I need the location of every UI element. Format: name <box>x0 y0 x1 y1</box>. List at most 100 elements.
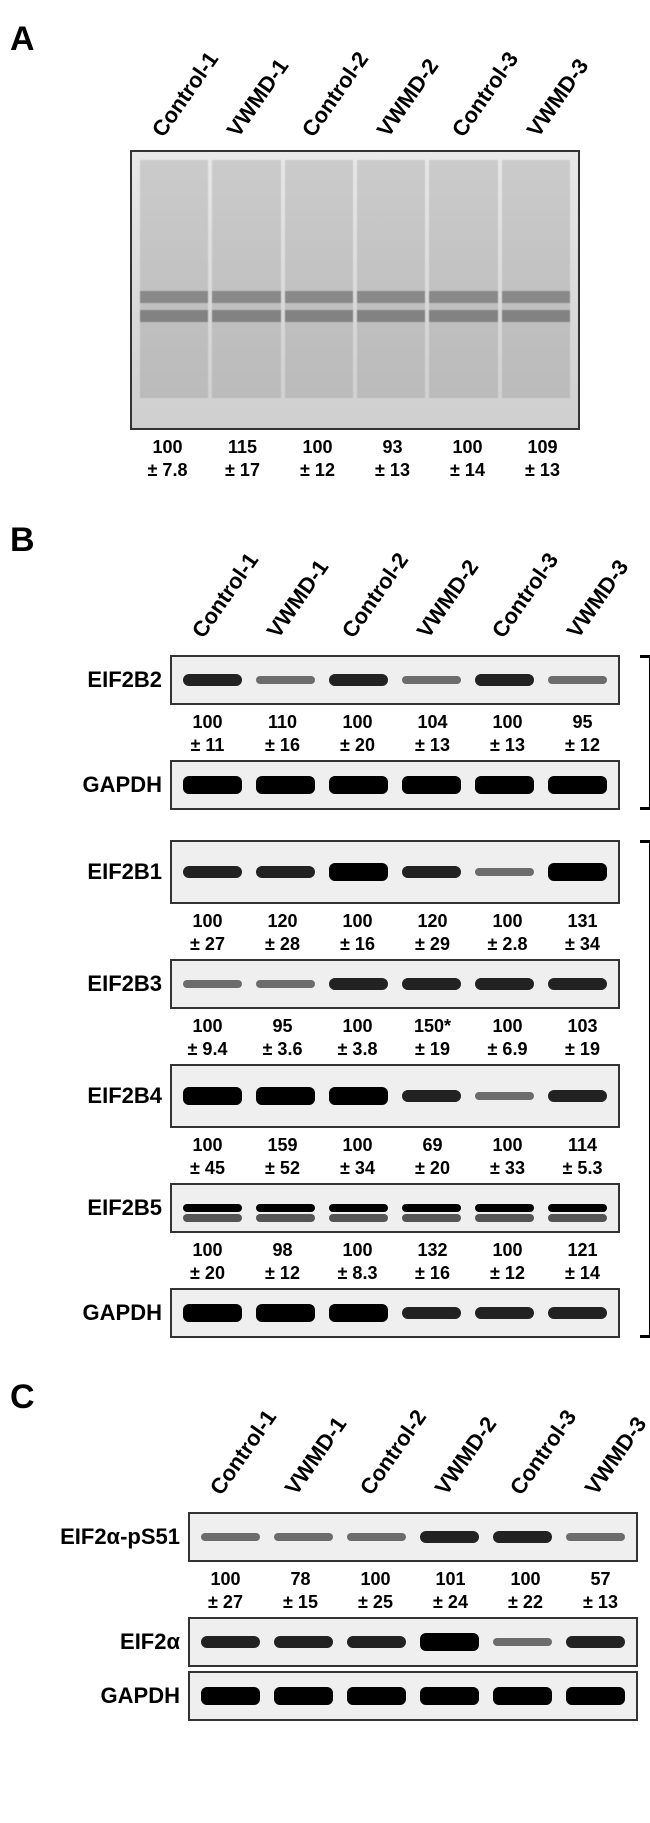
band <box>402 1307 462 1319</box>
value-cell: 100± 8.3 <box>320 1233 395 1284</box>
row-label: EIF2B2 <box>60 667 170 693</box>
value-cell: 100± 16 <box>320 904 395 955</box>
band-lane <box>468 1193 541 1223</box>
band <box>475 674 535 686</box>
band <box>566 1636 626 1648</box>
band <box>329 776 389 794</box>
row-label: EIF2α-pS51 <box>60 1524 188 1550</box>
band-lane <box>194 1681 267 1711</box>
band-lane <box>249 969 322 999</box>
band-lane <box>395 770 468 800</box>
band <box>183 776 243 794</box>
band <box>548 1307 608 1319</box>
value-cell: 100± 12 <box>470 1233 545 1284</box>
value-cell: 100± 2.8 <box>470 904 545 955</box>
band-lane <box>559 1627 632 1657</box>
band <box>183 980 243 988</box>
band <box>493 1638 553 1646</box>
blot-row-eif2b2: EIF2B2 <box>60 655 622 705</box>
band <box>347 1636 407 1648</box>
value-cell: 100± 12 <box>280 430 355 481</box>
value-cell: 120± 29 <box>395 904 470 955</box>
band-lane <box>395 969 468 999</box>
band-lane <box>176 969 249 999</box>
row-label: EIF2B4 <box>60 1083 170 1109</box>
band <box>256 1204 316 1212</box>
value-cell: 103± 19 <box>545 1009 620 1060</box>
band <box>548 863 608 881</box>
gel-lane <box>285 160 353 398</box>
band <box>420 1531 480 1543</box>
band <box>402 866 462 878</box>
value-cell: 100± 13 <box>470 705 545 756</box>
blot-image <box>170 760 620 810</box>
band-lane <box>395 1298 468 1328</box>
value-cell: 95± 12 <box>545 705 620 756</box>
gel-lane <box>429 160 497 398</box>
blot-values: 100± 2098± 12100± 8.3132± 16100± 12121± … <box>170 1233 620 1284</box>
band <box>566 1533 626 1541</box>
blot-values: 100± 27120± 28100± 16120± 29100± 2.8131±… <box>170 904 620 955</box>
band-lane <box>176 850 249 894</box>
band <box>402 676 462 684</box>
bracket-icon <box>640 655 650 810</box>
panel-c: C Control-1 VWMD-1 Control-2 VWMD-2 Cont… <box>10 1378 640 1721</box>
band <box>493 1531 553 1543</box>
value-cell: 100± 34 <box>320 1128 395 1179</box>
band <box>475 776 535 794</box>
band-lane <box>249 1074 322 1118</box>
band <box>201 1636 261 1648</box>
band-lane <box>486 1681 559 1711</box>
band <box>256 776 316 794</box>
panel-b-label: B <box>10 521 35 560</box>
band <box>256 1304 316 1322</box>
band <box>256 866 316 878</box>
band-lane <box>486 1627 559 1657</box>
band-lane <box>413 1627 486 1657</box>
gel-lane <box>212 160 280 398</box>
row-label: GAPDH <box>60 772 170 798</box>
band <box>475 978 535 990</box>
blot-image <box>170 655 620 705</box>
band-lane <box>395 1074 468 1118</box>
value-cell: 100± 9.4 <box>170 1009 245 1060</box>
band-lane <box>468 1298 541 1328</box>
band <box>402 1204 462 1212</box>
value-cell: 121± 14 <box>545 1233 620 1284</box>
band-lane <box>395 1193 468 1223</box>
value-cell: 115± 17 <box>205 430 280 481</box>
band-lane <box>267 1522 340 1552</box>
band-lane <box>249 665 322 695</box>
band-lane <box>395 850 468 894</box>
band <box>475 1204 535 1212</box>
panel-b-lane-headers: Control-1 VWMD-1 Control-2 VWMD-2 Contro… <box>170 521 640 651</box>
value-cell: 100± 25 <box>338 1562 413 1613</box>
band-lane <box>322 1193 395 1223</box>
band <box>256 980 316 988</box>
band-lane <box>541 1298 614 1328</box>
band <box>329 1304 389 1322</box>
band <box>420 1633 480 1651</box>
value-cell: 100± 45 <box>170 1128 245 1179</box>
band-lane <box>559 1681 632 1711</box>
row-label: EIF2B1 <box>60 859 170 885</box>
band <box>402 776 462 794</box>
band <box>347 1687 407 1705</box>
band-lane <box>468 850 541 894</box>
blot-row-gapdh: GAPDH <box>60 1288 622 1338</box>
band <box>329 978 389 990</box>
value-cell: 57± 13 <box>563 1562 638 1613</box>
band <box>329 674 389 686</box>
value-cell: 159± 52 <box>245 1128 320 1179</box>
band <box>548 676 608 684</box>
blot-row-eif2b3: EIF2B3 <box>60 959 622 1009</box>
band-lane <box>267 1627 340 1657</box>
blot-row-eif2b1: EIF2B1 <box>60 840 622 904</box>
panel-b-group-1: EIF2B2 100± 11110± 16100± 20104± 13100± … <box>60 655 640 810</box>
band <box>329 863 389 881</box>
band <box>347 1533 407 1541</box>
band-lane <box>249 770 322 800</box>
value-cell: 110± 16 <box>245 705 320 756</box>
band-lane <box>267 1681 340 1711</box>
row-label: EIF2B3 <box>60 971 170 997</box>
